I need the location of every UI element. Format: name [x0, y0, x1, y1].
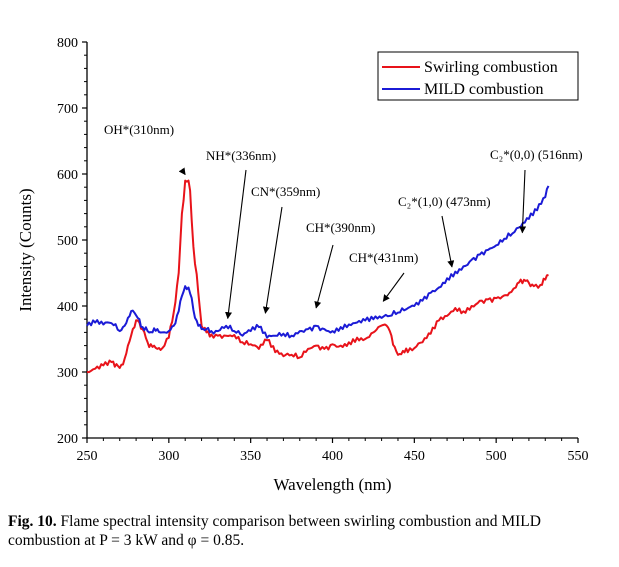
x-axis-title: Wavelength (nm) — [273, 475, 391, 494]
figure-caption: Fig. 10. Flame spectral intensity compar… — [8, 512, 612, 550]
annotation-arrow-c2-473 — [441, 215, 455, 268]
x-tick-label: 400 — [322, 449, 343, 464]
legend-label: Swirling combustion — [424, 59, 558, 76]
x-tick-label: 450 — [404, 449, 425, 464]
x-tick-label: 300 — [158, 449, 179, 464]
series-line-swirling — [86, 179, 549, 374]
y-tick-label: 700 — [57, 102, 78, 117]
annotation-arrow-nh — [225, 169, 247, 320]
x-tick-label: 500 — [486, 449, 507, 464]
y-tick-label: 400 — [57, 300, 78, 315]
y-tick-label: 300 — [57, 366, 78, 381]
annotation-arrow-ch-390 — [314, 244, 334, 309]
x-tick-label: 550 — [568, 449, 589, 464]
annotation-arrow-oh — [178, 167, 186, 176]
annotation-label-ch-431: CH*(431nm) — [349, 250, 418, 265]
annotation-arrow-c2-516 — [519, 169, 527, 234]
series-line-mild — [86, 185, 550, 339]
annotation-arrow-ch-431 — [382, 272, 405, 302]
annotation-label-c2-516: C₂*(0,0) (516nm) — [490, 147, 583, 162]
annotation-label-cn: CN*(359nm) — [251, 184, 320, 199]
y-tick-label: 200 — [57, 432, 78, 447]
x-tick-label: 250 — [77, 449, 98, 464]
x-tick-label: 350 — [240, 449, 261, 464]
caption-text: Flame spectral intensity comparison betw… — [8, 513, 541, 549]
legend-label: MILD combustion — [424, 81, 544, 98]
annotation-label-nh: NH*(336nm) — [206, 148, 276, 163]
legend: Swirling combustion MILD combustion — [377, 51, 579, 101]
annotation-arrow-cn — [262, 206, 283, 314]
y-tick-label: 800 — [57, 36, 78, 51]
annotation-label-ch-390: CH*(390nm) — [306, 220, 375, 235]
caption-label: Fig. 10. — [8, 513, 57, 530]
y-tick-label: 600 — [57, 168, 78, 183]
annotation-label-c2-473: C₂*(1,0) (473nm) — [398, 194, 491, 209]
data-series — [86, 179, 550, 374]
annotation-label-oh: OH*(310nm) — [104, 122, 174, 137]
y-axis-title: Intensity (Counts) — [16, 188, 35, 311]
spectral-intensity-chart: 200 300 400 500 600 700 800 250 300 350 400 450 500 5… — [16, 36, 589, 494]
legend-box — [377, 51, 579, 101]
annotations: OH*(310nm) NH*(336nm) CN*(359nm) CH*(390nm)… — [104, 122, 583, 320]
axes: 200 300 400 500 600 700 800 250 300 350 400 450 500 5… — [16, 36, 589, 494]
y-tick-label: 500 — [57, 234, 78, 249]
